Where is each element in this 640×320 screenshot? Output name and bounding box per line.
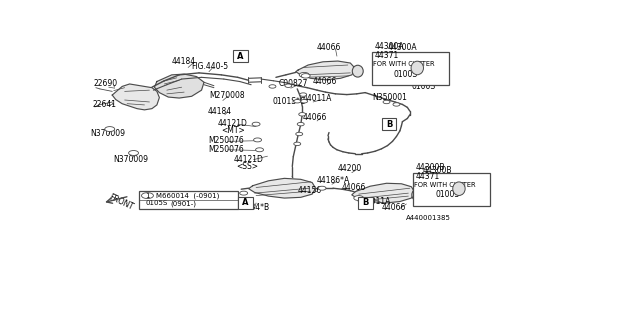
Ellipse shape: [412, 189, 423, 201]
Text: M250076: M250076: [208, 136, 244, 145]
Text: FRONT: FRONT: [108, 193, 134, 212]
Text: 44121D: 44121D: [218, 119, 248, 128]
Circle shape: [255, 148, 264, 152]
Bar: [372, 52, 449, 85]
Bar: [233, 50, 248, 62]
Text: 44371: 44371: [374, 51, 398, 60]
Text: M270008: M270008: [209, 91, 244, 100]
Text: 0101S*C: 0101S*C: [273, 97, 305, 106]
Polygon shape: [352, 183, 415, 203]
Circle shape: [383, 100, 390, 104]
Circle shape: [299, 113, 306, 116]
Text: A440001385: A440001385: [406, 215, 451, 221]
Text: 44066: 44066: [312, 77, 337, 86]
Text: C00827: C00827: [278, 79, 308, 89]
Bar: [358, 197, 372, 209]
Ellipse shape: [452, 182, 465, 196]
Polygon shape: [249, 178, 316, 198]
Circle shape: [318, 186, 326, 190]
Text: N350001: N350001: [372, 92, 408, 101]
Circle shape: [252, 122, 260, 126]
Circle shape: [297, 123, 304, 126]
Polygon shape: [112, 84, 159, 110]
Text: 0100S: 0100S: [436, 190, 460, 199]
Circle shape: [301, 74, 310, 78]
Text: 0100S: 0100S: [412, 82, 435, 91]
Bar: [413, 173, 490, 206]
Text: 44066: 44066: [317, 43, 342, 52]
Text: B: B: [362, 198, 369, 207]
Bar: [381, 118, 396, 130]
Text: M660014  (-0901): M660014 (-0901): [156, 192, 220, 199]
Text: 44300B: 44300B: [422, 166, 452, 175]
Bar: [138, 191, 237, 209]
Text: N370009: N370009: [114, 155, 148, 164]
Circle shape: [141, 193, 154, 198]
Circle shape: [300, 72, 309, 77]
Text: M250076: M250076: [208, 145, 244, 154]
Text: N370009: N370009: [90, 129, 125, 138]
Circle shape: [300, 93, 307, 96]
Circle shape: [240, 198, 248, 203]
Text: FOR WITH CUTTER: FOR WITH CUTTER: [414, 181, 476, 188]
Text: 44184: 44184: [208, 107, 232, 116]
Text: 44156: 44156: [297, 186, 321, 195]
Circle shape: [269, 85, 276, 88]
Circle shape: [129, 150, 138, 156]
Text: A: A: [237, 52, 243, 61]
Bar: [237, 197, 253, 209]
Circle shape: [294, 100, 301, 103]
Circle shape: [296, 132, 303, 136]
Text: B: B: [386, 120, 392, 129]
Text: (0901-): (0901-): [171, 200, 196, 207]
Text: FIG.440-5: FIG.440-5: [191, 62, 228, 71]
Text: 44011A: 44011A: [362, 196, 391, 205]
Circle shape: [285, 84, 292, 87]
Text: 44184: 44184: [172, 57, 196, 66]
Text: FOR WITH CUTTER: FOR WITH CUTTER: [372, 61, 435, 67]
Circle shape: [294, 142, 301, 146]
Text: 44284*B: 44284*B: [236, 203, 269, 212]
Text: 22690: 22690: [94, 79, 118, 89]
Text: 44300B: 44300B: [416, 163, 445, 172]
Text: 44066: 44066: [381, 204, 406, 212]
Ellipse shape: [352, 65, 364, 77]
Ellipse shape: [411, 61, 424, 75]
Polygon shape: [296, 61, 355, 80]
Circle shape: [301, 100, 308, 103]
Circle shape: [105, 127, 115, 132]
Text: 44066: 44066: [342, 183, 366, 192]
Text: 1: 1: [145, 193, 150, 199]
Text: 44011A: 44011A: [302, 94, 332, 103]
Text: 0105S: 0105S: [146, 201, 168, 206]
Text: 22641: 22641: [92, 100, 116, 109]
Text: 44300A: 44300A: [388, 43, 417, 52]
Text: <MT>: <MT>: [221, 126, 245, 135]
Text: 44371: 44371: [416, 172, 440, 181]
Text: 44066: 44066: [302, 113, 326, 122]
Circle shape: [393, 103, 400, 106]
Circle shape: [354, 196, 364, 201]
Polygon shape: [154, 74, 204, 98]
Text: 44300A: 44300A: [374, 42, 404, 51]
Text: 44371: 44371: [395, 57, 419, 66]
Circle shape: [253, 138, 262, 142]
Text: 44371: 44371: [428, 176, 451, 185]
Text: 44121D: 44121D: [234, 155, 264, 164]
Text: 0100S: 0100S: [457, 194, 481, 203]
Text: 0100S: 0100S: [394, 70, 418, 79]
Circle shape: [240, 191, 248, 195]
Text: <SS>: <SS>: [236, 162, 259, 171]
Text: 44200: 44200: [338, 164, 362, 173]
Text: 44186*A: 44186*A: [317, 176, 350, 185]
Text: A: A: [242, 198, 248, 207]
